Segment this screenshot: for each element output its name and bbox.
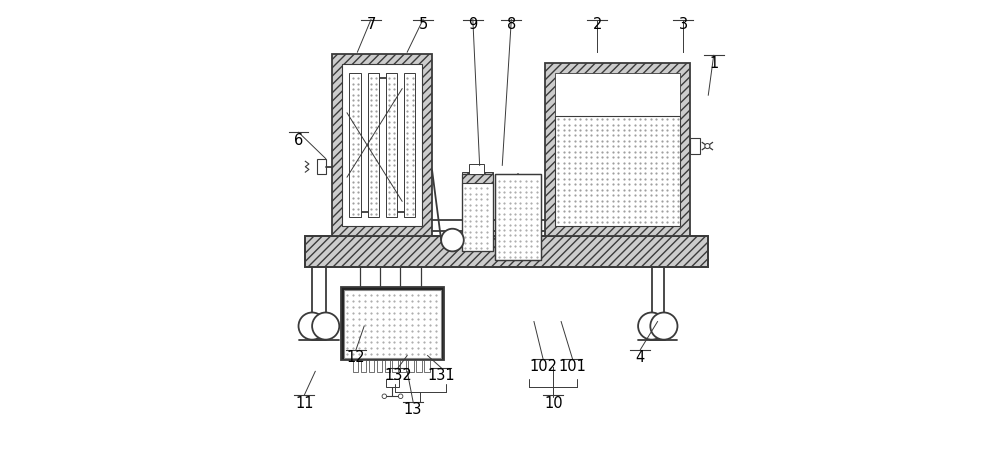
Bar <box>462 172 493 183</box>
Text: 6: 6 <box>294 133 303 148</box>
Text: 1: 1 <box>709 56 718 71</box>
Bar <box>555 73 680 116</box>
Text: 5: 5 <box>418 18 428 32</box>
Text: 131: 131 <box>427 368 455 383</box>
Circle shape <box>705 144 710 149</box>
Bar <box>349 73 361 218</box>
Circle shape <box>650 312 677 340</box>
Bar <box>377 359 382 372</box>
Bar <box>404 73 415 218</box>
Circle shape <box>312 312 339 340</box>
Bar <box>341 287 444 360</box>
Bar <box>555 116 680 225</box>
Text: 8: 8 <box>507 18 516 32</box>
Bar <box>424 359 430 372</box>
Bar <box>416 359 422 372</box>
Bar <box>344 290 441 358</box>
Bar <box>368 73 379 218</box>
Circle shape <box>398 394 403 399</box>
Circle shape <box>299 312 326 340</box>
Text: 132: 132 <box>384 368 412 383</box>
Text: 2: 2 <box>593 18 602 32</box>
Text: 10: 10 <box>544 395 563 411</box>
Circle shape <box>441 229 464 251</box>
Bar <box>305 236 708 267</box>
Text: 9: 9 <box>468 18 477 32</box>
Text: 13: 13 <box>404 402 422 417</box>
Bar <box>495 174 541 261</box>
Text: 12: 12 <box>347 350 365 365</box>
Text: 7: 7 <box>366 18 376 32</box>
Bar <box>400 359 406 372</box>
Bar <box>385 359 390 372</box>
Bar <box>342 64 422 225</box>
Bar <box>369 359 374 372</box>
Bar <box>353 359 358 372</box>
Circle shape <box>638 312 665 340</box>
Text: 11: 11 <box>295 395 314 411</box>
Bar <box>462 175 493 251</box>
Bar <box>305 236 708 267</box>
Bar <box>386 379 399 387</box>
Bar <box>545 63 690 236</box>
Bar <box>317 159 326 174</box>
Text: 101: 101 <box>559 359 586 374</box>
Bar <box>392 359 398 372</box>
Circle shape <box>382 394 387 399</box>
Bar <box>469 164 484 174</box>
Text: 102: 102 <box>529 359 557 374</box>
Bar <box>332 55 432 236</box>
Bar <box>408 359 414 372</box>
Text: 3: 3 <box>679 18 688 32</box>
Bar <box>386 73 397 218</box>
Text: 4: 4 <box>636 350 645 365</box>
Bar <box>690 138 700 154</box>
Bar <box>361 359 366 372</box>
Bar <box>495 174 541 261</box>
Bar <box>462 183 493 251</box>
